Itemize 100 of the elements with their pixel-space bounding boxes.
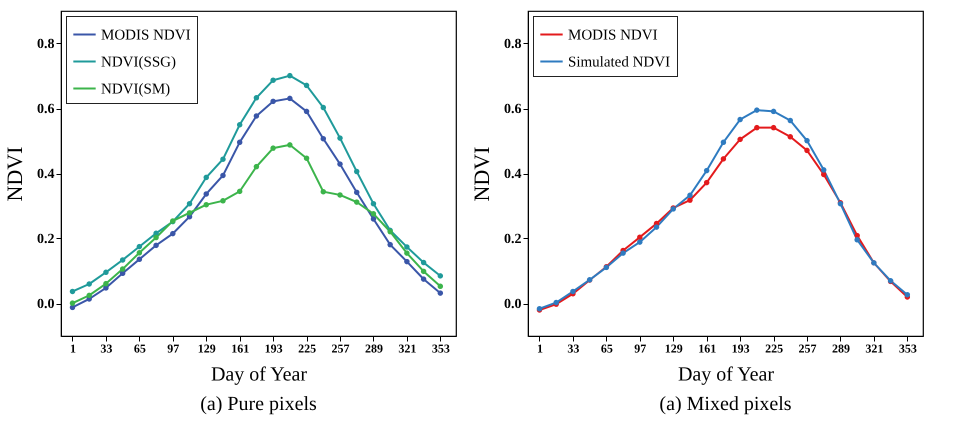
- point: [737, 116, 743, 122]
- point: [86, 292, 92, 298]
- point: [103, 270, 109, 276]
- point: [637, 239, 643, 245]
- point: [304, 108, 310, 114]
- point: [320, 188, 326, 194]
- y-tick-label: 0.8: [37, 37, 54, 52]
- point: [220, 156, 226, 162]
- point: [620, 250, 626, 256]
- point: [236, 188, 242, 194]
- x-tick-label: 193: [264, 342, 283, 356]
- x-tick-label: 289: [832, 342, 850, 356]
- y-tick-label: 0.8: [504, 37, 522, 52]
- x-tick-label: 225: [765, 342, 784, 356]
- point: [354, 190, 360, 196]
- x-tick-label: 129: [664, 342, 683, 356]
- point: [804, 138, 810, 144]
- x-tick-label: 257: [798, 342, 817, 356]
- x-tick-label: 33: [567, 342, 580, 356]
- point: [704, 180, 710, 186]
- point: [70, 288, 76, 294]
- text: (a) Pure pixels: [200, 393, 318, 415]
- y-tick-label: 0.2: [504, 232, 522, 247]
- x-tick-label: 129: [198, 342, 216, 356]
- point: [438, 290, 444, 296]
- x-tick-label: 65: [600, 342, 613, 356]
- x-axis-title: Day of Year: [678, 364, 774, 386]
- point: [254, 113, 260, 119]
- point: [70, 300, 76, 306]
- point: [270, 77, 276, 83]
- point: [404, 244, 410, 250]
- point: [320, 104, 326, 110]
- x-tick-label: 1: [70, 342, 76, 356]
- x-tick-label: 321: [398, 342, 416, 356]
- x-tick-label: 33: [100, 342, 112, 356]
- point: [236, 122, 242, 128]
- x-tick-label: 193: [732, 342, 750, 356]
- point: [354, 199, 360, 205]
- point: [438, 284, 444, 290]
- y-axis-title: NDVI: [469, 146, 494, 202]
- x-tick-label: 225: [298, 342, 316, 356]
- point: [820, 172, 826, 178]
- point: [170, 230, 176, 236]
- x-tick-label: 97: [167, 342, 180, 356]
- point: [570, 288, 576, 294]
- y-tick-label: 0.6: [504, 102, 522, 117]
- point: [904, 292, 910, 298]
- x-tick-label: 353: [898, 342, 917, 356]
- legend-label: NDVI(SSG): [101, 54, 176, 70]
- point: [420, 260, 426, 266]
- point: [637, 234, 643, 240]
- point: [720, 140, 726, 146]
- x-tick-label: 161: [231, 342, 250, 356]
- point: [320, 136, 326, 142]
- point: [120, 266, 126, 272]
- point: [270, 98, 276, 104]
- point: [687, 197, 693, 203]
- point: [287, 72, 293, 78]
- point: [404, 258, 410, 264]
- point: [754, 107, 760, 113]
- point: [220, 198, 226, 204]
- point: [254, 95, 260, 101]
- y-tick-label: 0.4: [37, 167, 54, 182]
- y-tick-label: 0.4: [504, 167, 522, 182]
- y-axis-title: NDVI: [2, 146, 27, 202]
- point: [788, 134, 794, 140]
- point: [136, 250, 142, 256]
- point: [720, 156, 726, 162]
- point: [153, 242, 159, 248]
- point: [287, 142, 293, 148]
- point: [120, 257, 126, 263]
- x-tick-label: 97: [634, 342, 646, 356]
- point: [788, 118, 794, 124]
- legend-label: Simulated NDVI: [568, 54, 670, 70]
- point: [854, 237, 860, 243]
- point: [370, 211, 376, 217]
- point: [204, 174, 209, 180]
- point: [204, 191, 209, 197]
- point: [103, 280, 109, 286]
- x-axis-title: Day of Year: [210, 364, 308, 386]
- point: [186, 200, 192, 206]
- point: [220, 172, 226, 178]
- point: [820, 167, 826, 173]
- legend-label: MODIS NDVI: [568, 28, 658, 44]
- point: [254, 164, 260, 170]
- point: [687, 192, 693, 198]
- point: [770, 124, 776, 130]
- text: (a) Mixed pixels: [659, 393, 792, 415]
- y-tick-label: 0.0: [504, 297, 522, 312]
- x-tick-label: 321: [865, 342, 884, 356]
- point: [186, 210, 192, 216]
- point: [337, 192, 343, 198]
- point: [804, 148, 810, 154]
- x-tick-label: 257: [332, 342, 350, 356]
- x-tick-label: 353: [432, 342, 450, 356]
- x-tick-label: 289: [364, 342, 383, 356]
- point: [770, 108, 776, 114]
- legend-label: MODIS NDVI: [101, 28, 191, 44]
- point: [236, 140, 242, 146]
- point: [337, 161, 343, 167]
